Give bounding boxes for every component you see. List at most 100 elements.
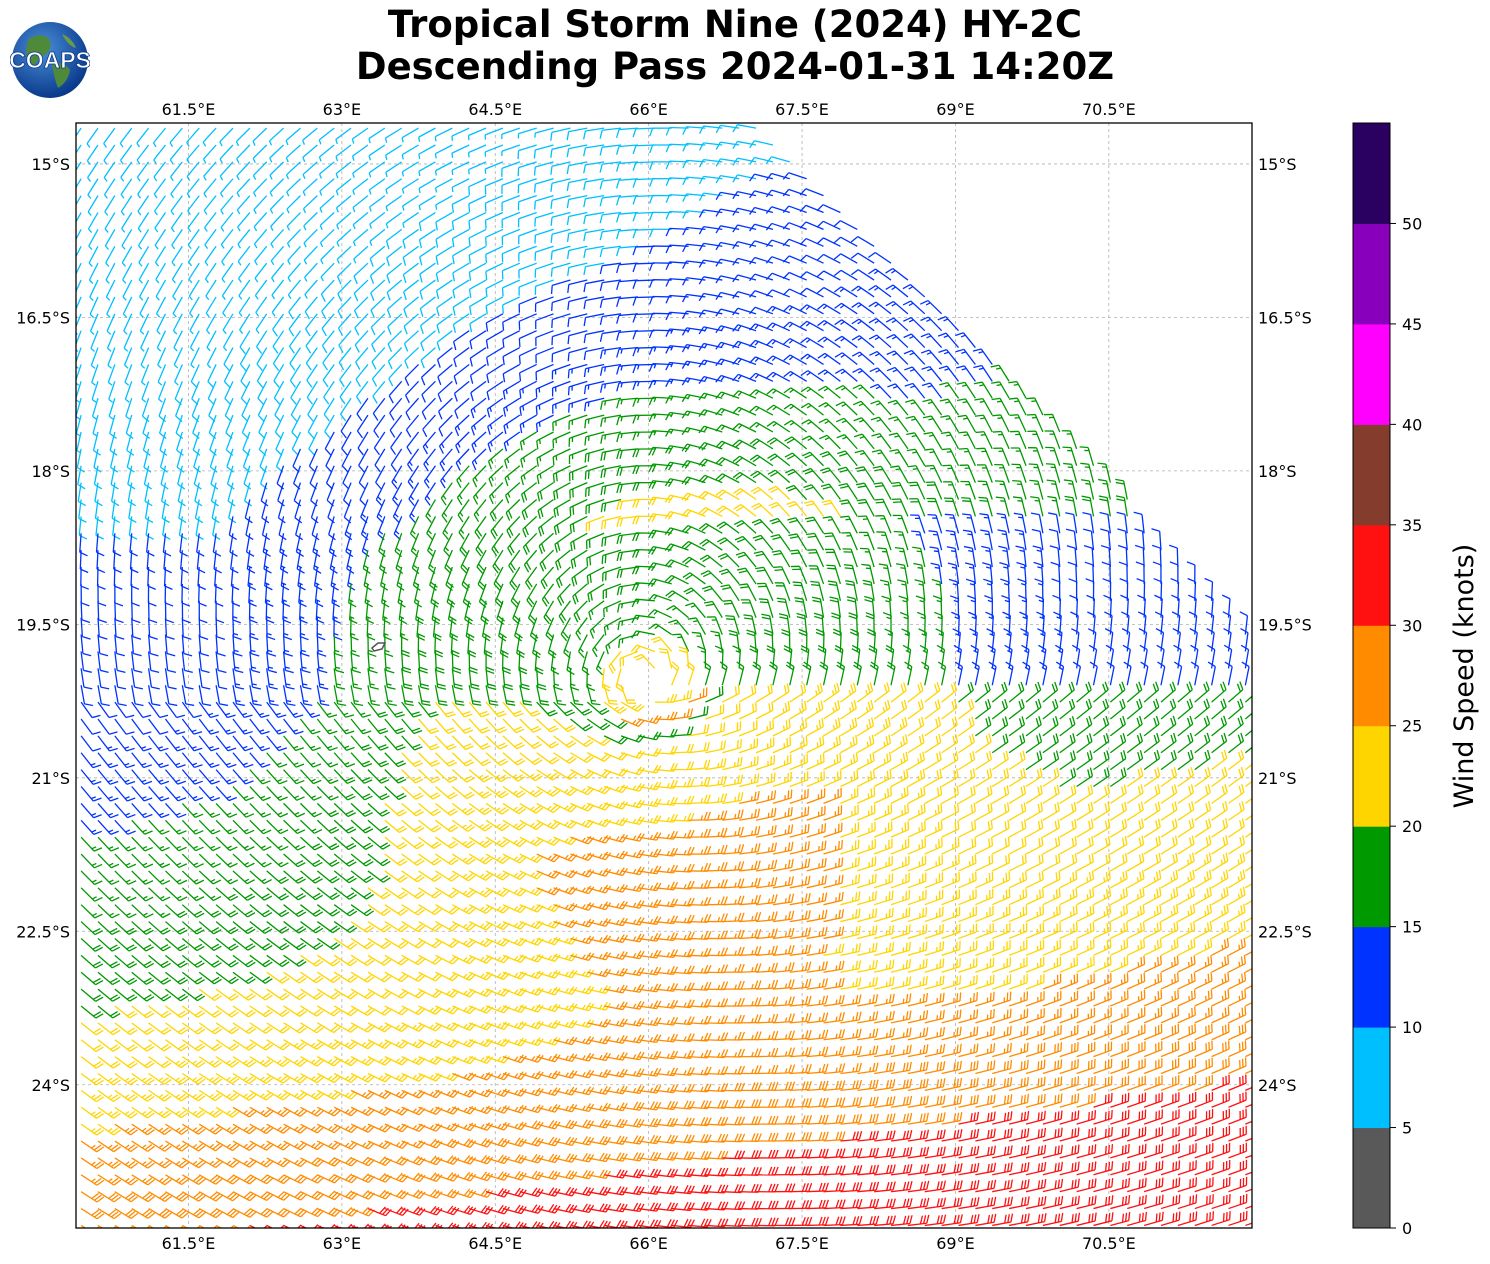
wind-barb (536, 431, 554, 450)
wind-barb (517, 195, 537, 211)
wind-barb (467, 127, 487, 141)
wind-barb (632, 178, 655, 188)
wind-barb (770, 533, 791, 551)
wind-barb (1110, 887, 1128, 906)
wind-barb (958, 431, 976, 450)
wind-barb (97, 836, 120, 852)
wind-barb (1177, 886, 1196, 906)
wind-barb (991, 767, 1010, 788)
wind-barb (654, 898, 679, 908)
wind-barb (435, 1205, 460, 1216)
wind-barb (749, 173, 774, 182)
wind-barb (572, 583, 588, 605)
wind-barb (941, 975, 962, 990)
wind-barb (386, 245, 403, 267)
wind-barb (1059, 1110, 1080, 1125)
wind-barb (569, 668, 580, 691)
wind-barb (121, 229, 133, 250)
wind-barb (385, 211, 403, 229)
wind-barb (1160, 989, 1179, 1007)
wind-barb (569, 465, 588, 482)
wind-barb (384, 1206, 409, 1217)
wind-barb (419, 313, 436, 334)
wind-barb (435, 245, 453, 265)
wind-barb (269, 178, 285, 197)
wind-barb (103, 127, 116, 148)
wind-barb (237, 245, 251, 266)
wind-barb (1126, 887, 1145, 906)
wind-barb (434, 144, 453, 159)
wind-barb (1143, 801, 1161, 821)
wind-barb (1042, 1042, 1063, 1058)
wind-barb (434, 178, 453, 193)
wind-barb (236, 178, 251, 198)
wind-barb (1126, 818, 1145, 838)
wind-barb (1160, 715, 1177, 737)
wind-barb (1126, 750, 1144, 771)
wind-barb (1008, 802, 1027, 821)
wind-barb (1127, 1024, 1146, 1041)
wind-barb (958, 802, 976, 821)
wind-barb (368, 144, 386, 161)
wind-barb (122, 296, 133, 318)
wind-barb (317, 1190, 342, 1201)
wind-barb (486, 347, 504, 366)
wind-barb (786, 501, 808, 517)
wind-barb (103, 161, 116, 182)
wind-barb (941, 785, 959, 804)
wind-barb (806, 770, 825, 788)
wind-barb (384, 752, 407, 768)
wind-barb (1244, 763, 1252, 771)
wind-barb (1110, 904, 1129, 923)
wind-barb (367, 1189, 392, 1200)
wind-barb (1194, 732, 1211, 754)
wind-barb (270, 245, 285, 266)
wind-barb (1059, 887, 1078, 906)
wind-barb (123, 347, 133, 369)
wind-barb (554, 532, 571, 553)
wind-barb (856, 717, 875, 737)
lon-tick-top: 70.5°E (1082, 100, 1136, 119)
wind-barb (238, 296, 251, 317)
wind-barb (890, 481, 909, 500)
wind-barb (769, 517, 791, 534)
wind-barb (1076, 818, 1094, 838)
wind-barb (320, 262, 335, 282)
wind-barb (302, 178, 318, 197)
wind-barb (1008, 1042, 1029, 1058)
wind-barb (1008, 716, 1026, 737)
wind-barb (1044, 430, 1061, 450)
wind-barb (537, 498, 554, 519)
wind-barb (1110, 1041, 1129, 1058)
wind-barb (840, 822, 860, 838)
wind-barb (1008, 380, 1027, 399)
wind-barb (991, 397, 1010, 416)
wind-barb (1177, 1023, 1196, 1041)
wind-barb (1093, 1127, 1113, 1142)
wind-barb (755, 755, 776, 771)
wind-barb (1194, 1006, 1213, 1024)
lon-tick-bottom: 70.5°E (1082, 1234, 1136, 1253)
wind-barb (1160, 1160, 1181, 1176)
wind-barb (583, 178, 605, 191)
wind-barb (1228, 1125, 1247, 1142)
wind-barb (615, 668, 625, 693)
wind-barb (352, 161, 369, 178)
colorbar-tick-label: 15 (1402, 918, 1422, 937)
wind-barb (1110, 767, 1127, 788)
wind-barb (907, 734, 925, 754)
wind-barb (1177, 715, 1194, 737)
lat-tick-right: 16.5°S (1258, 308, 1312, 327)
wind-barb (958, 716, 975, 737)
wind-barb (804, 516, 825, 534)
wind-barb (451, 127, 470, 141)
wind-barb (1093, 767, 1110, 788)
wind-barb (203, 178, 217, 198)
wind-barb (1228, 937, 1246, 956)
wind-barb (382, 600, 391, 625)
wind-barb (1127, 1211, 1148, 1227)
colorbar-segment (1353, 123, 1390, 224)
wind-barb (631, 630, 655, 639)
wind-barb (1076, 698, 1093, 720)
wind-barb (503, 414, 521, 435)
